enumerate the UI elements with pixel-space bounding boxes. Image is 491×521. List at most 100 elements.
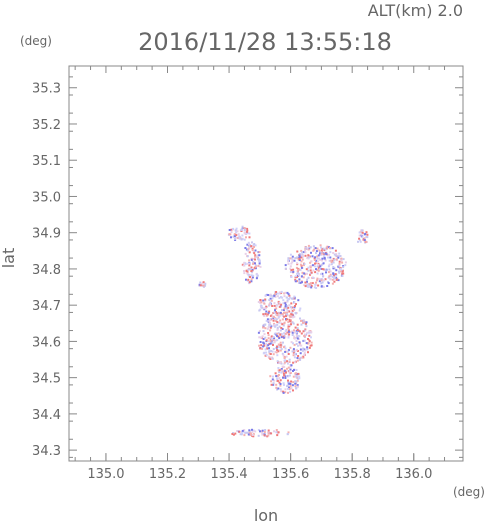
echo-pixel (266, 327, 269, 330)
echo-pixel (248, 251, 251, 254)
echo-pixel (267, 326, 270, 329)
echo-pixel (283, 334, 286, 337)
echo-pixel (301, 356, 304, 359)
echo-pixel (296, 256, 298, 259)
echo-pixel (307, 257, 310, 260)
echo-pixel (303, 329, 306, 332)
echo-pixel (280, 303, 283, 306)
echo-pixel (289, 265, 292, 268)
echo-pixel (304, 246, 307, 249)
echo-pixel (283, 362, 286, 365)
echo-pixel (292, 322, 295, 325)
echo-pixel (324, 278, 327, 281)
echo-pixel (301, 349, 304, 352)
echo-pixel (279, 388, 282, 391)
echo-pixel (269, 340, 272, 343)
echo-pixel (338, 271, 341, 274)
echo-pixel (320, 285, 323, 288)
echo-pixel (261, 347, 264, 350)
echo-pixel (228, 229, 231, 231)
echo-pixel (320, 279, 323, 282)
echo-pixel (324, 252, 327, 255)
echo-pixel (306, 280, 308, 283)
echo-pixel (300, 275, 303, 278)
echo-pixel (295, 266, 298, 269)
echo-pixel (278, 325, 281, 328)
echo-pixel (245, 236, 247, 239)
echo-pixel (287, 327, 290, 330)
x-tick-label: 135.8 (334, 467, 371, 482)
echo-pixel (310, 260, 313, 263)
echo-pixel (290, 302, 293, 305)
y-tick-label: 34.9 (32, 227, 61, 242)
echo-pixel (293, 315, 296, 318)
echo-pixel (287, 329, 290, 332)
echo-pixel (316, 268, 319, 271)
echo-pixel (198, 283, 201, 286)
echo-pixel (273, 341, 276, 344)
echo-pixel (328, 263, 331, 266)
echo-pixel (253, 243, 256, 245)
echo-pixel (266, 318, 269, 321)
echo-pixel (322, 275, 324, 278)
echo-pixel (315, 268, 317, 271)
echo-pixel (272, 315, 275, 318)
echo-pixel (264, 348, 267, 351)
echo-pixel (296, 262, 298, 265)
echo-pixel (278, 321, 281, 324)
echo-pixel (290, 323, 292, 326)
echo-pixel (298, 375, 301, 378)
echo-pixel (254, 255, 256, 258)
echo-pixel (272, 319, 275, 322)
echo-pixel (337, 255, 340, 257)
echo-pixel (283, 374, 286, 377)
echo-pixel (246, 243, 249, 246)
echo-pixel (302, 347, 305, 350)
echo-pixel (204, 284, 207, 287)
echo-pixel (318, 264, 321, 267)
echo-pixel (319, 244, 322, 247)
echo-pixel (320, 246, 322, 249)
echo-pixel (287, 379, 289, 382)
echo-pixel (284, 264, 287, 267)
echo-pixel (284, 347, 287, 350)
echo-pixel (306, 331, 309, 334)
echo-pixel (243, 431, 246, 434)
echo-pixel (313, 286, 316, 289)
echo-pixel (252, 261, 255, 264)
echo-pixel (286, 314, 289, 317)
echo-pixel (236, 237, 239, 239)
echo-pixel (277, 332, 280, 334)
echo-pixel (299, 352, 302, 355)
echo-pixel (280, 348, 283, 351)
echo-pixel (275, 375, 278, 378)
echo-pixel (277, 317, 280, 320)
echo-pixel (259, 430, 261, 433)
echo-pixel (234, 229, 237, 232)
y-unit-label: (deg) (20, 34, 52, 48)
echo-pixel (264, 298, 267, 301)
echo-pixel (236, 230, 239, 233)
echo-pixel (321, 272, 324, 275)
echo-pixel (265, 293, 268, 296)
echo-pixel (287, 334, 290, 337)
echo-pixel (304, 285, 307, 288)
echo-pixel (254, 430, 257, 433)
echo-pixel (299, 344, 302, 347)
echo-pixel (254, 254, 257, 257)
echo-pixel (304, 333, 307, 336)
echo-pixel (294, 305, 296, 307)
echo-pixel (282, 302, 285, 305)
echo-pixel (301, 281, 303, 284)
echo-pixel (280, 362, 283, 365)
echo-pixel (298, 257, 301, 260)
echo-pixel (201, 284, 204, 287)
echo-pixel (274, 324, 277, 327)
echo-pixel (357, 240, 359, 243)
echo-pixel (267, 432, 270, 435)
echo-pixel (241, 237, 244, 240)
echo-pixel (253, 252, 256, 255)
x-tick-label: 136.0 (395, 467, 432, 482)
x-tick-label: 135.4 (210, 467, 247, 482)
echo-pixel (359, 240, 362, 243)
